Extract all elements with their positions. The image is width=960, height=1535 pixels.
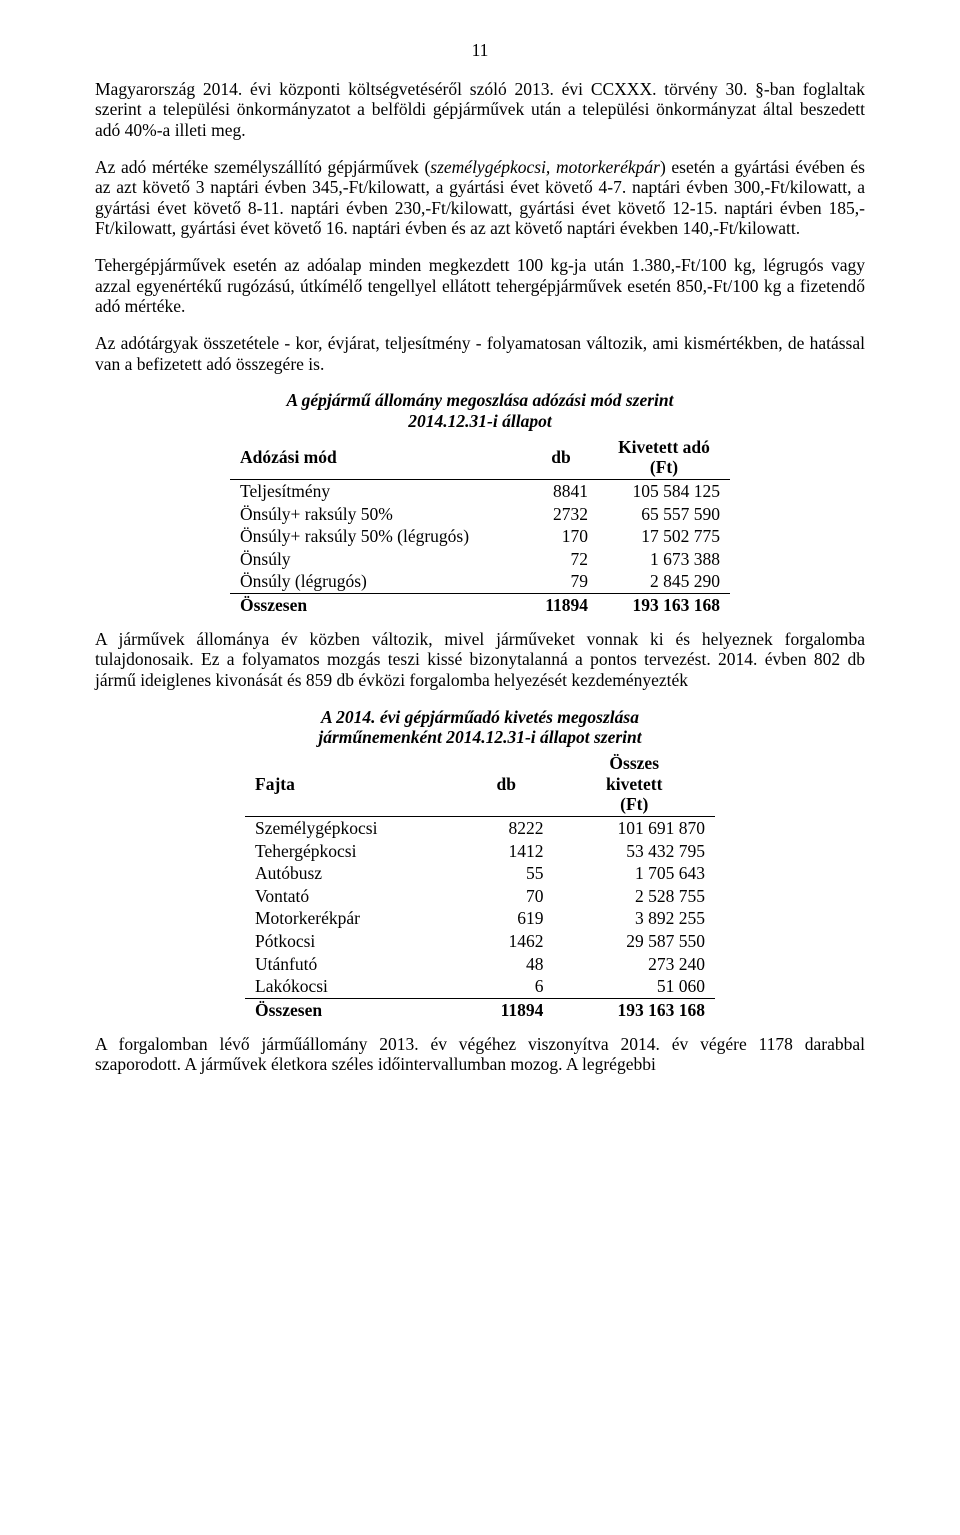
paragraph-2: Az adó mértéke személyszállító gépjárműv…: [95, 157, 865, 240]
table-sum-row: Összesen11894193 163 168: [245, 998, 715, 1021]
table-cell: Motorkerékpár: [245, 907, 459, 930]
table-row: Tehergépkocsi141253 432 795: [245, 840, 715, 863]
page-number: 11: [95, 40, 865, 61]
table-cell: 2 528 755: [553, 885, 715, 908]
table-cell: 11894: [459, 998, 553, 1021]
table2-header-3: Összeskivetett(Ft): [553, 752, 715, 816]
table1-subtitle: 2014.12.31-i állapot: [95, 411, 865, 432]
table2-title: A 2014. évi gépjárműadó kivetés megoszlá…: [95, 707, 865, 728]
table-row: Önsúly+ raksúly 50%273265 557 590: [230, 503, 730, 526]
document-page: 11 Magyarország 2014. évi központi költs…: [0, 0, 960, 1115]
table-row: Autóbusz551 705 643: [245, 862, 715, 885]
table-row: Önsúly (légrugós)792 845 290: [230, 570, 730, 593]
table-row: Önsúly721 673 388: [230, 548, 730, 571]
table-cell: 65 557 590: [598, 503, 730, 526]
table2-header-2: db: [459, 752, 553, 816]
paragraph-6: A forgalomban lévő járműállomány 2013. é…: [95, 1034, 865, 1075]
table-cell: Utánfutó: [245, 953, 459, 976]
paragraph-5: A járművek állománya év közben változik,…: [95, 629, 865, 691]
table-cell: 29 587 550: [553, 930, 715, 953]
table-cell: 48: [459, 953, 553, 976]
table-cell: 1412: [459, 840, 553, 863]
table-cell: Tehergépkocsi: [245, 840, 459, 863]
table1-header-1: Adózási mód: [230, 436, 524, 480]
table-cell: Önsúly: [230, 548, 524, 571]
table-cell: Vontató: [245, 885, 459, 908]
table-cell: 2 845 290: [598, 570, 730, 593]
table-cell: 11894: [524, 594, 598, 617]
table-row: Teljesítmény8841105 584 125: [230, 479, 730, 502]
table-cell: 79: [524, 570, 598, 593]
table-cell: 70: [459, 885, 553, 908]
table-cell: 6: [459, 975, 553, 998]
paragraph-4: Az adótárgyak összetétele - kor, évjárat…: [95, 333, 865, 374]
table-cell: 2732: [524, 503, 598, 526]
table-cell: 3 892 255: [553, 907, 715, 930]
table-cell: 8841: [524, 479, 598, 502]
table-jarmunem: Fajta db Összeskivetett(Ft) Személygépko…: [245, 752, 715, 1022]
table-row: Pótkocsi146229 587 550: [245, 930, 715, 953]
table-cell: Összesen: [245, 998, 459, 1021]
table-row: Motorkerékpár6193 892 255: [245, 907, 715, 930]
table-cell: 55: [459, 862, 553, 885]
paragraph-1: Magyarország 2014. évi központi költségv…: [95, 79, 865, 141]
table-cell: 1462: [459, 930, 553, 953]
para2-italic: személygépkocsi, motorkerékpár: [430, 157, 660, 177]
table-cell: Összesen: [230, 594, 524, 617]
table-cell: 170: [524, 525, 598, 548]
table-cell: 193 163 168: [553, 998, 715, 1021]
table-cell: Lakókocsi: [245, 975, 459, 998]
table-cell: Teljesítmény: [230, 479, 524, 502]
table-row: Utánfutó48273 240: [245, 953, 715, 976]
table1-title: A gépjármű állomány megoszlása adózási m…: [95, 390, 865, 411]
paragraph-3: Tehergépjárművek esetén az adóalap minde…: [95, 255, 865, 317]
table2-header-row: Fajta db Összeskivetett(Ft): [245, 752, 715, 816]
table-cell: Önsúly+ raksúly 50%: [230, 503, 524, 526]
table-cell: 51 060: [553, 975, 715, 998]
table-row: Önsúly+ raksúly 50% (légrugós)17017 502 …: [230, 525, 730, 548]
table-cell: 1 673 388: [598, 548, 730, 571]
table-cell: 273 240: [553, 953, 715, 976]
table2-subtitle: járműnemenként 2014.12.31-i állapot szer…: [95, 727, 865, 748]
table-cell: Személygépkocsi: [245, 816, 459, 839]
table1-header-3: Kivetett adó(Ft): [598, 436, 730, 480]
table-cell: Autóbusz: [245, 862, 459, 885]
table-cell: Önsúly (légrugós): [230, 570, 524, 593]
table-cell: 53 432 795: [553, 840, 715, 863]
table-cell: 105 584 125: [598, 479, 730, 502]
table-cell: Pótkocsi: [245, 930, 459, 953]
para2-part-a: Az adó mértéke személyszállító gépjárműv…: [95, 157, 430, 177]
table-cell: 193 163 168: [598, 594, 730, 617]
table-sum-row: Összesen11894193 163 168: [230, 594, 730, 617]
table-cell: 1 705 643: [553, 862, 715, 885]
table-row: Vontató702 528 755: [245, 885, 715, 908]
table-adozasi-mod: Adózási mód db Kivetett adó(Ft) Teljesít…: [230, 436, 730, 617]
table-cell: 619: [459, 907, 553, 930]
table1-header-2: db: [524, 436, 598, 480]
table-cell: 8222: [459, 816, 553, 839]
table2-header-1: Fajta: [245, 752, 459, 816]
table-cell: 101 691 870: [553, 816, 715, 839]
table-row: Személygépkocsi8222101 691 870: [245, 816, 715, 839]
table-row: Lakókocsi651 060: [245, 975, 715, 998]
table-cell: Önsúly+ raksúly 50% (légrugós): [230, 525, 524, 548]
table-cell: 17 502 775: [598, 525, 730, 548]
table1-header-row: Adózási mód db Kivetett adó(Ft): [230, 436, 730, 480]
table-cell: 72: [524, 548, 598, 571]
